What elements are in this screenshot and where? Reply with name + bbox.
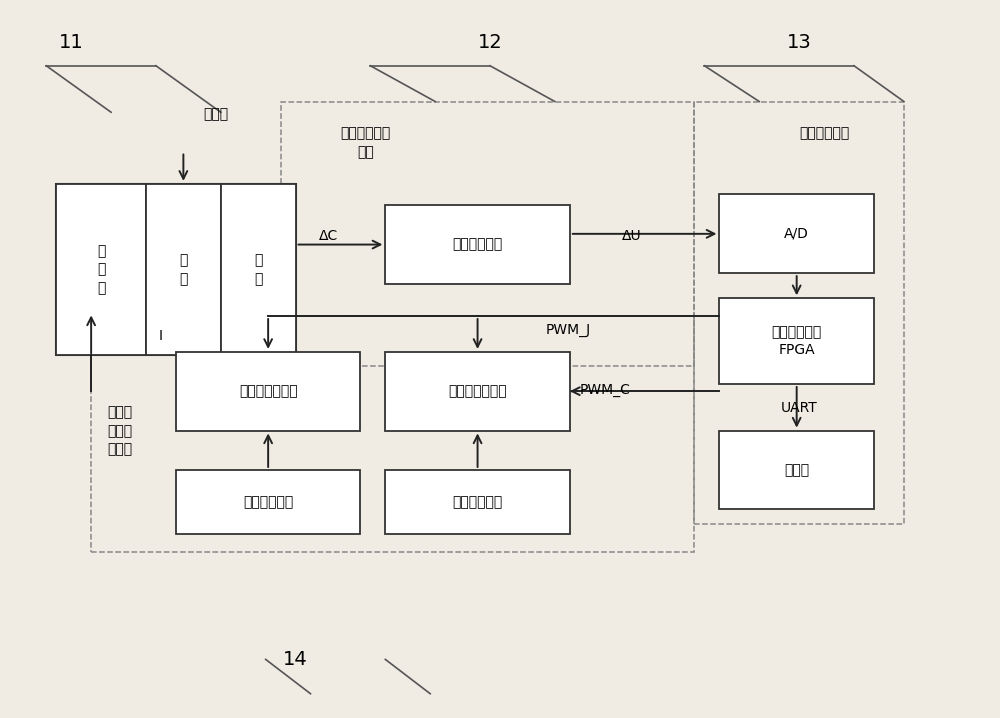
- Text: 大量程恒流源: 大量程恒流源: [452, 495, 503, 509]
- Bar: [694, 101, 904, 523]
- Bar: [281, 101, 694, 366]
- Bar: [385, 470, 570, 534]
- Text: ΔC: ΔC: [319, 229, 338, 243]
- Text: 差分电容检测: 差分电容检测: [452, 238, 503, 251]
- Text: 数字控制电路: 数字控制电路: [799, 126, 849, 141]
- Bar: [56, 184, 146, 355]
- Bar: [176, 352, 360, 431]
- Text: UART: UART: [781, 401, 818, 414]
- Text: 11: 11: [59, 33, 84, 52]
- Text: 数字信号处理
FPGA: 数字信号处理 FPGA: [772, 325, 822, 358]
- Bar: [56, 184, 296, 355]
- Text: 摇
片: 摇 片: [179, 253, 188, 286]
- Text: PWM_J: PWM_J: [546, 323, 591, 337]
- Text: PWM_C: PWM_C: [580, 383, 631, 397]
- Text: 力
矩
器: 力 矩 器: [97, 244, 105, 295]
- Bar: [719, 431, 874, 509]
- Text: 14: 14: [283, 650, 308, 669]
- Text: 上位机: 上位机: [784, 463, 809, 477]
- Text: 加速度: 加速度: [203, 108, 228, 121]
- Text: 脉宽双
加矩反
馈回路: 脉宽双 加矩反 馈回路: [107, 406, 132, 457]
- Text: 精加矩模拟开关: 精加矩模拟开关: [239, 384, 297, 398]
- Text: 差分电容检测
电路: 差分电容检测 电路: [340, 126, 391, 159]
- Text: ΔU: ΔU: [622, 229, 641, 243]
- Text: 电
容: 电 容: [254, 253, 262, 286]
- Text: A/D: A/D: [784, 227, 809, 241]
- Text: 小量程恒流源: 小量程恒流源: [243, 495, 293, 509]
- Text: I: I: [159, 329, 163, 343]
- Bar: [221, 184, 296, 355]
- Text: 13: 13: [787, 33, 812, 52]
- Bar: [176, 470, 360, 534]
- Bar: [719, 195, 874, 273]
- Bar: [91, 316, 694, 552]
- Text: 粗加矩模拟开关: 粗加矩模拟开关: [448, 384, 507, 398]
- Bar: [719, 298, 874, 384]
- Bar: [385, 352, 570, 431]
- Bar: [146, 184, 221, 355]
- Text: 12: 12: [478, 33, 502, 52]
- Bar: [385, 205, 570, 284]
